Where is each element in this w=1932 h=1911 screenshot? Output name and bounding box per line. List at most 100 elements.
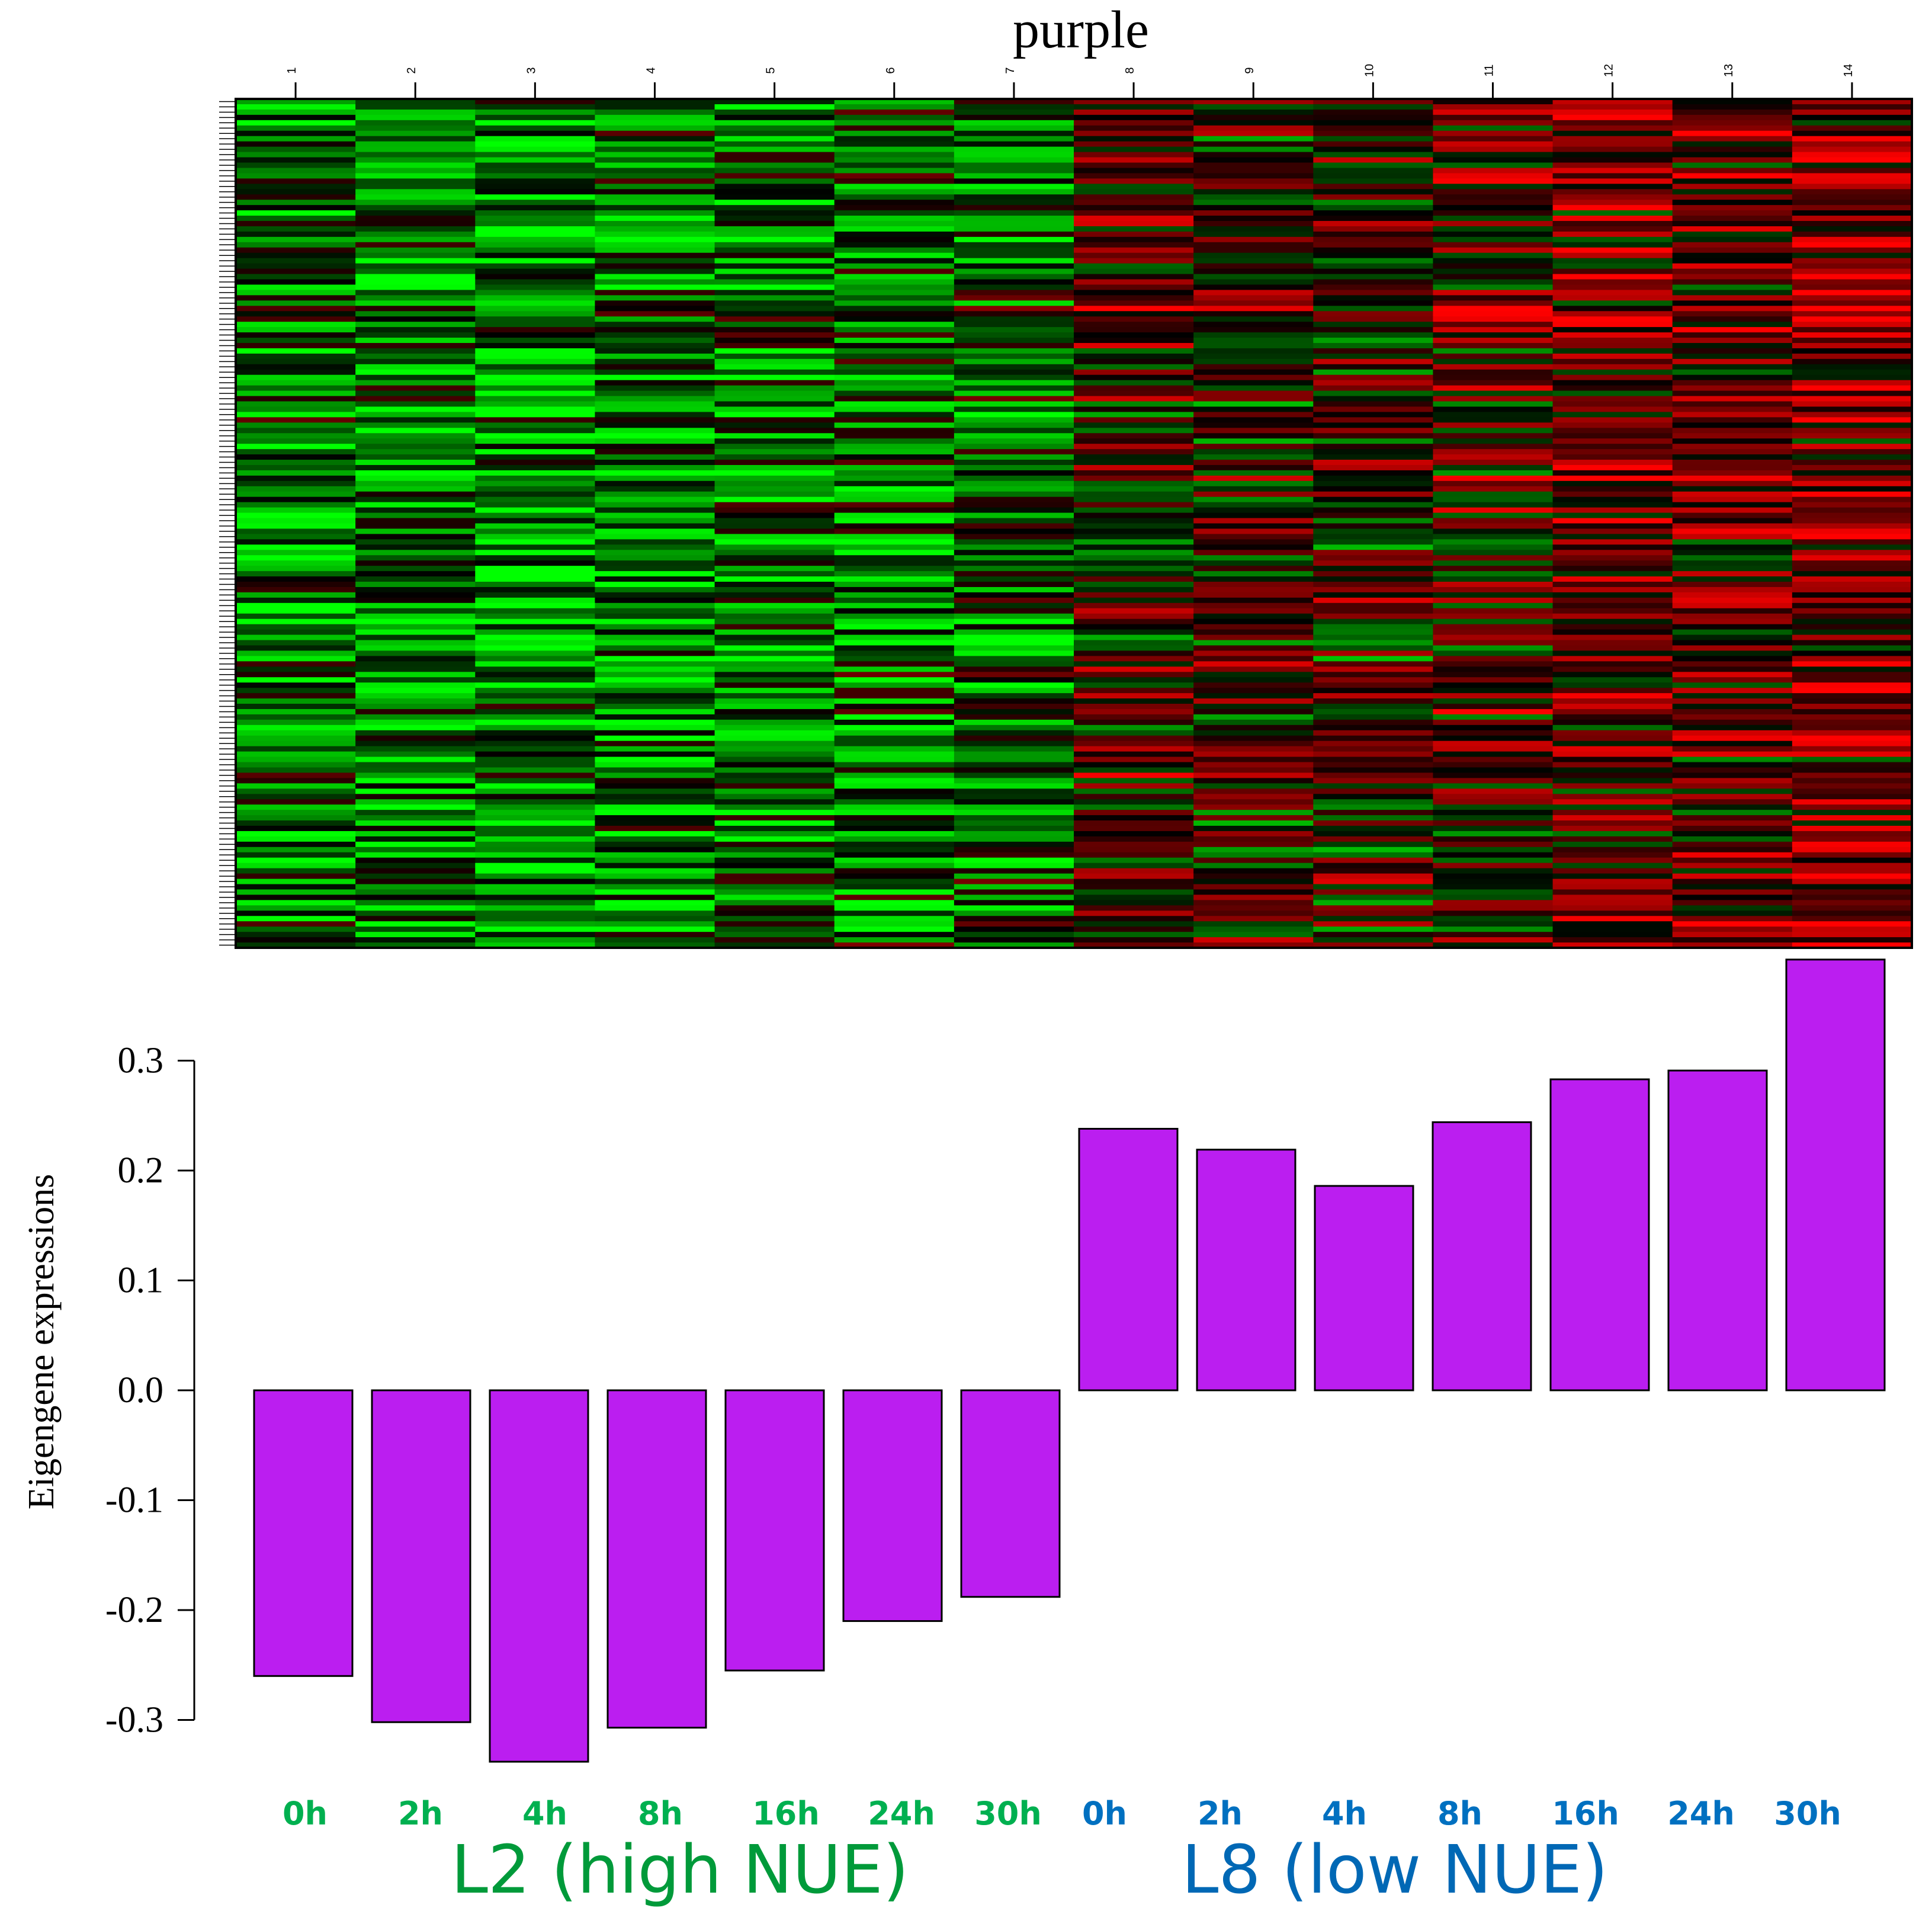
heatmap-cell — [595, 640, 715, 646]
heatmap-cell — [1313, 688, 1434, 694]
heatmap-cell — [1672, 295, 1793, 301]
heatmap-cell — [1672, 306, 1793, 312]
heatmap-cell — [355, 804, 476, 810]
heatmap-cell — [1552, 560, 1673, 566]
heatmap-cell — [236, 358, 356, 365]
heatmap-cell — [714, 682, 835, 688]
heatmap-cell — [1313, 247, 1434, 254]
heatmap-cell — [714, 412, 835, 418]
heatmap-cell — [1193, 120, 1314, 126]
heatmap-cell — [595, 862, 715, 869]
heatmap-cell — [1792, 369, 1912, 376]
heatmap-cell — [475, 719, 596, 726]
heatmap-cell — [834, 693, 955, 699]
heatmap-cell — [1193, 284, 1314, 291]
heatmap-cell — [1672, 231, 1793, 238]
heatmap-cell — [1193, 200, 1314, 206]
heatmap-cell — [355, 756, 476, 763]
heatmap-cell — [1672, 332, 1793, 338]
heatmap-cell — [714, 348, 835, 354]
heatmap-cell — [1792, 348, 1912, 354]
heatmap-cell — [236, 449, 356, 455]
heatmap-cell — [236, 284, 356, 291]
heatmap-cell — [1433, 778, 1554, 784]
heatmap-cell — [1433, 247, 1554, 254]
heatmap-cell — [355, 374, 476, 381]
heatmap-cell — [355, 231, 476, 238]
heatmap-cell — [236, 719, 356, 726]
heatmap-cell — [1074, 682, 1194, 688]
heatmap-cell — [834, 385, 955, 392]
heatmap-cell — [355, 602, 476, 609]
heatmap-cell — [714, 873, 835, 880]
heatmap-cell — [475, 438, 596, 444]
heatmap-cell — [714, 125, 835, 132]
heatmap-cell — [236, 799, 356, 805]
heatmap-cell — [714, 810, 835, 816]
heatmap-cell — [1313, 645, 1434, 652]
heatmap-cell — [1193, 152, 1314, 158]
heatmap-column-label: 1 — [285, 67, 299, 73]
heatmap-cell — [1074, 316, 1194, 322]
heatmap-cell — [1792, 778, 1912, 784]
heatmap-cell — [1672, 146, 1793, 153]
heatmap-cell — [1552, 295, 1673, 301]
heatmap-cell — [834, 295, 955, 301]
heatmap-cell — [954, 932, 1074, 938]
heatmap-cell — [1433, 608, 1554, 614]
heatmap-cell — [834, 290, 955, 296]
heatmap-cell — [834, 125, 955, 132]
heatmap-cell — [1552, 868, 1673, 874]
heatmap-cell — [1074, 889, 1194, 896]
heatmap-cell — [1672, 740, 1793, 747]
heatmap-cell — [1552, 104, 1673, 110]
heatmap-cell — [1672, 120, 1793, 126]
heatmap-cell — [714, 708, 835, 715]
heatmap-cell — [1313, 220, 1434, 227]
heatmap-cell — [1672, 873, 1793, 880]
heatmap-cell — [1792, 125, 1912, 132]
heatmap-cell — [355, 724, 476, 731]
heatmap-cell — [834, 374, 955, 381]
heatmap-cell — [714, 672, 835, 678]
heatmap-cell — [714, 762, 835, 768]
heatmap-cell — [714, 560, 835, 566]
heatmap-cell — [834, 799, 955, 805]
y-tick-label: 0.1 — [118, 1261, 164, 1301]
heatmap-cell — [1552, 205, 1673, 211]
heatmap-cell — [236, 645, 356, 652]
heatmap-cell — [1792, 788, 1912, 794]
heatmap-cell — [475, 724, 596, 731]
heatmap-cell — [1074, 740, 1194, 747]
heatmap-cell — [1433, 364, 1554, 370]
heatmap-cell — [1433, 905, 1554, 911]
heatmap-cell — [834, 114, 955, 121]
heatmap-cell — [1792, 672, 1912, 678]
heatmap-cell — [1552, 629, 1673, 636]
heatmap-cell — [1313, 762, 1434, 768]
heatmap-cell — [1792, 284, 1912, 291]
heatmap-cell — [954, 836, 1074, 842]
heatmap-cell — [1792, 772, 1912, 778]
heatmap-cell — [355, 507, 476, 514]
heatmap-cell — [475, 390, 596, 397]
heatmap-cell — [1193, 433, 1314, 439]
heatmap-cell — [834, 338, 955, 344]
heatmap-cell — [1792, 704, 1912, 710]
heatmap-cell — [834, 804, 955, 810]
heatmap-cell — [1193, 810, 1314, 816]
heatmap-cell — [1193, 582, 1314, 588]
heatmap-cell — [1193, 704, 1314, 710]
heatmap-cell — [1074, 810, 1194, 816]
heatmap-cell — [1552, 486, 1673, 492]
heatmap-cell — [1193, 672, 1314, 678]
heatmap-cell — [1313, 130, 1434, 137]
heatmap-cell — [1792, 730, 1912, 736]
heatmap-cell — [1792, 645, 1912, 652]
heatmap-cell — [1193, 645, 1314, 652]
heatmap-cell — [236, 613, 356, 620]
heatmap-cell — [834, 507, 955, 514]
heatmap-cell — [1792, 104, 1912, 110]
heatmap-cell — [1672, 247, 1793, 254]
heatmap-cell — [1193, 460, 1314, 466]
